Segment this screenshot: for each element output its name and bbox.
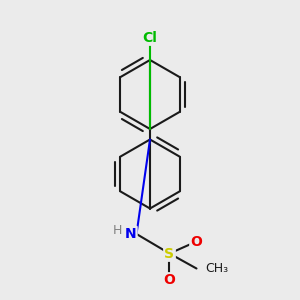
Text: H: H — [112, 224, 122, 238]
Text: Cl: Cl — [142, 31, 158, 44]
Text: S: S — [164, 247, 175, 260]
Text: O: O — [164, 274, 175, 287]
Text: CH₃: CH₃ — [206, 262, 229, 275]
Text: N: N — [125, 227, 136, 241]
Text: O: O — [190, 235, 202, 248]
